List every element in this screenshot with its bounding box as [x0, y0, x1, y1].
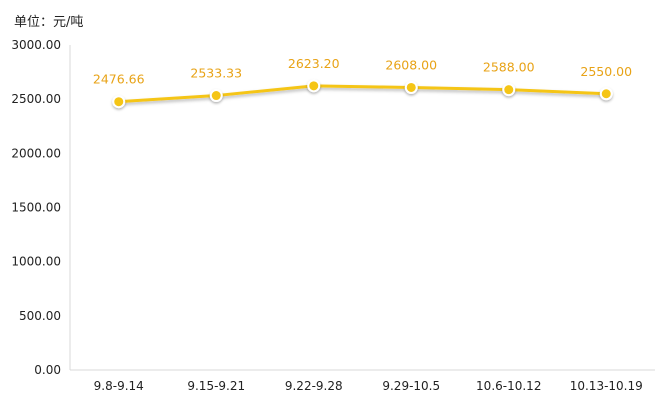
x-tick-label: 9.22-9.28: [285, 379, 343, 393]
data-label: 2533.33: [190, 66, 242, 81]
data-label: 2608.00: [385, 57, 437, 72]
data-label: 2476.66: [93, 72, 145, 87]
data-label: 2588.00: [483, 60, 535, 75]
axes: 0.00 500.00 1000.00 1500.00 2000.00 2500.00 30…: [11, 38, 655, 393]
y-tick-label: 1500.00: [11, 201, 61, 215]
data-point[interactable]: [112, 95, 126, 109]
y-tick-label: 3000.00: [11, 38, 61, 52]
data-point[interactable]: [502, 83, 516, 97]
unit-label: 单位：元/吨: [14, 15, 84, 30]
x-tick-label: 9.29-10.5: [382, 379, 440, 393]
series-line-group: [117, 84, 608, 104]
y-tick-label: 2000.00: [11, 146, 61, 160]
data-point[interactable]: [599, 87, 613, 101]
y-tick-label: 0.00: [34, 363, 61, 377]
y-tick-label: 2500.00: [11, 92, 61, 106]
data-points-group: [112, 79, 613, 109]
series-line: [117, 84, 608, 104]
x-tick-label: 9.15-9.21: [187, 379, 245, 393]
x-tick-label: 9.8-9.14: [94, 379, 144, 393]
data-point[interactable]: [404, 80, 418, 94]
data-labels-group: 2476.66 2533.33 2623.20 2608.00 2588.00 2550.…: [93, 56, 632, 87]
data-label: 2550.00: [580, 64, 632, 79]
data-point[interactable]: [307, 79, 321, 93]
y-tick-label: 1000.00: [11, 255, 61, 269]
y-tick-label: 500.00: [19, 309, 61, 323]
data-label: 2623.20: [288, 56, 340, 71]
x-tick-label: 10.13-10.19: [570, 379, 643, 393]
data-point[interactable]: [209, 89, 223, 103]
x-tick-label: 10.6-10.12: [476, 379, 541, 393]
